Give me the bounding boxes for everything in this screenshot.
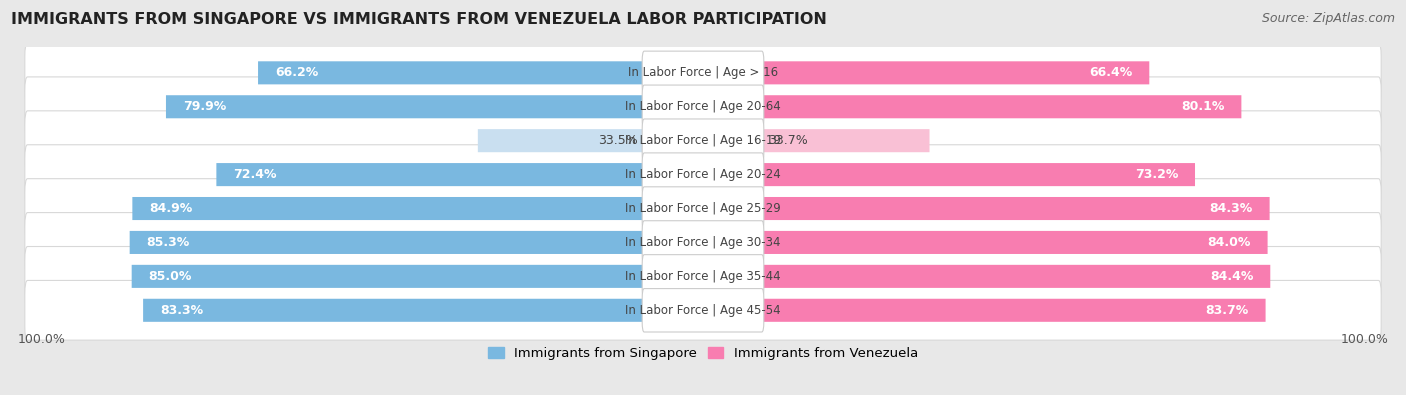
- Text: In Labor Force | Age 30-34: In Labor Force | Age 30-34: [626, 236, 780, 249]
- FancyBboxPatch shape: [762, 95, 1241, 118]
- FancyBboxPatch shape: [25, 77, 1381, 137]
- FancyBboxPatch shape: [762, 61, 1149, 85]
- FancyBboxPatch shape: [143, 299, 644, 322]
- FancyBboxPatch shape: [643, 187, 763, 230]
- Text: 79.9%: 79.9%: [183, 100, 226, 113]
- FancyBboxPatch shape: [643, 51, 763, 94]
- Text: Source: ZipAtlas.com: Source: ZipAtlas.com: [1261, 12, 1395, 25]
- FancyBboxPatch shape: [643, 119, 763, 162]
- Text: In Labor Force | Age 25-29: In Labor Force | Age 25-29: [626, 202, 780, 215]
- Text: 85.3%: 85.3%: [146, 236, 190, 249]
- FancyBboxPatch shape: [25, 179, 1381, 238]
- Text: 66.2%: 66.2%: [274, 66, 318, 79]
- Text: In Labor Force | Age 35-44: In Labor Force | Age 35-44: [626, 270, 780, 283]
- Text: 83.7%: 83.7%: [1205, 304, 1249, 317]
- FancyBboxPatch shape: [132, 265, 644, 288]
- Legend: Immigrants from Singapore, Immigrants from Venezuela: Immigrants from Singapore, Immigrants fr…: [482, 341, 924, 365]
- Text: 83.3%: 83.3%: [160, 304, 202, 317]
- Text: In Labor Force | Age 45-54: In Labor Force | Age 45-54: [626, 304, 780, 317]
- Text: 100.0%: 100.0%: [17, 333, 65, 346]
- FancyBboxPatch shape: [25, 145, 1381, 205]
- FancyBboxPatch shape: [643, 221, 763, 264]
- FancyBboxPatch shape: [217, 163, 644, 186]
- Text: 84.9%: 84.9%: [149, 202, 193, 215]
- Text: 84.4%: 84.4%: [1211, 270, 1254, 283]
- Text: 33.7%: 33.7%: [769, 134, 808, 147]
- FancyBboxPatch shape: [762, 265, 1270, 288]
- FancyBboxPatch shape: [643, 255, 763, 298]
- FancyBboxPatch shape: [25, 213, 1381, 272]
- FancyBboxPatch shape: [166, 95, 644, 118]
- FancyBboxPatch shape: [762, 299, 1265, 322]
- FancyBboxPatch shape: [762, 197, 1270, 220]
- Text: 33.5%: 33.5%: [598, 134, 637, 147]
- FancyBboxPatch shape: [643, 289, 763, 332]
- FancyBboxPatch shape: [478, 129, 644, 152]
- Text: In Labor Force | Age > 16: In Labor Force | Age > 16: [628, 66, 778, 79]
- FancyBboxPatch shape: [25, 246, 1381, 306]
- FancyBboxPatch shape: [643, 153, 763, 196]
- Text: In Labor Force | Age 20-64: In Labor Force | Age 20-64: [626, 100, 780, 113]
- FancyBboxPatch shape: [25, 280, 1381, 340]
- FancyBboxPatch shape: [762, 231, 1268, 254]
- Text: 80.1%: 80.1%: [1181, 100, 1225, 113]
- Text: 85.0%: 85.0%: [149, 270, 191, 283]
- FancyBboxPatch shape: [132, 197, 644, 220]
- Text: 73.2%: 73.2%: [1135, 168, 1178, 181]
- Text: In Labor Force | Age 16-19: In Labor Force | Age 16-19: [626, 134, 780, 147]
- FancyBboxPatch shape: [762, 129, 929, 152]
- FancyBboxPatch shape: [643, 85, 763, 128]
- FancyBboxPatch shape: [129, 231, 644, 254]
- FancyBboxPatch shape: [25, 43, 1381, 103]
- Text: 100.0%: 100.0%: [1341, 333, 1389, 346]
- Text: IMMIGRANTS FROM SINGAPORE VS IMMIGRANTS FROM VENEZUELA LABOR PARTICIPATION: IMMIGRANTS FROM SINGAPORE VS IMMIGRANTS …: [11, 12, 827, 27]
- Text: 72.4%: 72.4%: [233, 168, 277, 181]
- FancyBboxPatch shape: [25, 111, 1381, 171]
- Text: In Labor Force | Age 20-24: In Labor Force | Age 20-24: [626, 168, 780, 181]
- Text: 84.0%: 84.0%: [1208, 236, 1251, 249]
- FancyBboxPatch shape: [762, 163, 1195, 186]
- Text: 84.3%: 84.3%: [1209, 202, 1253, 215]
- FancyBboxPatch shape: [259, 61, 644, 85]
- Text: 66.4%: 66.4%: [1090, 66, 1132, 79]
